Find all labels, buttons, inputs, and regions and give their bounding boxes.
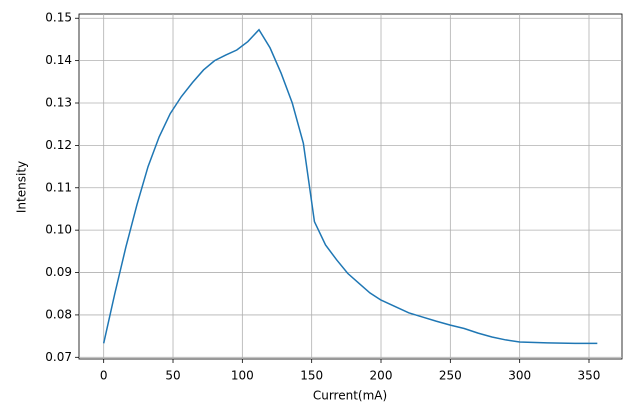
y-tick-label: 0.08 (45, 307, 72, 321)
x-tick-label: 300 (508, 369, 531, 383)
y-axis-label: Intensity (15, 161, 29, 213)
x-tick-label: 250 (439, 369, 462, 383)
x-tick-label: 100 (231, 369, 254, 383)
y-tick-label: 0.14 (45, 53, 72, 67)
y-tick-label: 0.13 (45, 96, 72, 110)
y-tick-label: 0.11 (45, 180, 72, 194)
x-tick-label: 50 (165, 369, 180, 383)
y-tick-label: 0.10 (45, 223, 72, 237)
data-line (102, 28, 598, 345)
x-tick-label: 350 (578, 369, 601, 383)
x-tick-label: 0 (100, 369, 108, 383)
x-axis-label: Current(mA) (313, 389, 387, 403)
y-tick-label: 0.07 (45, 350, 72, 364)
x-tick-label: 150 (300, 369, 323, 383)
x-tick-label: 200 (370, 369, 393, 383)
plot-frame (78, 13, 623, 360)
y-tick-label: 0.09 (45, 265, 72, 279)
y-tick-label: 0.15 (45, 11, 72, 25)
y-tick-label: 0.12 (45, 138, 72, 152)
